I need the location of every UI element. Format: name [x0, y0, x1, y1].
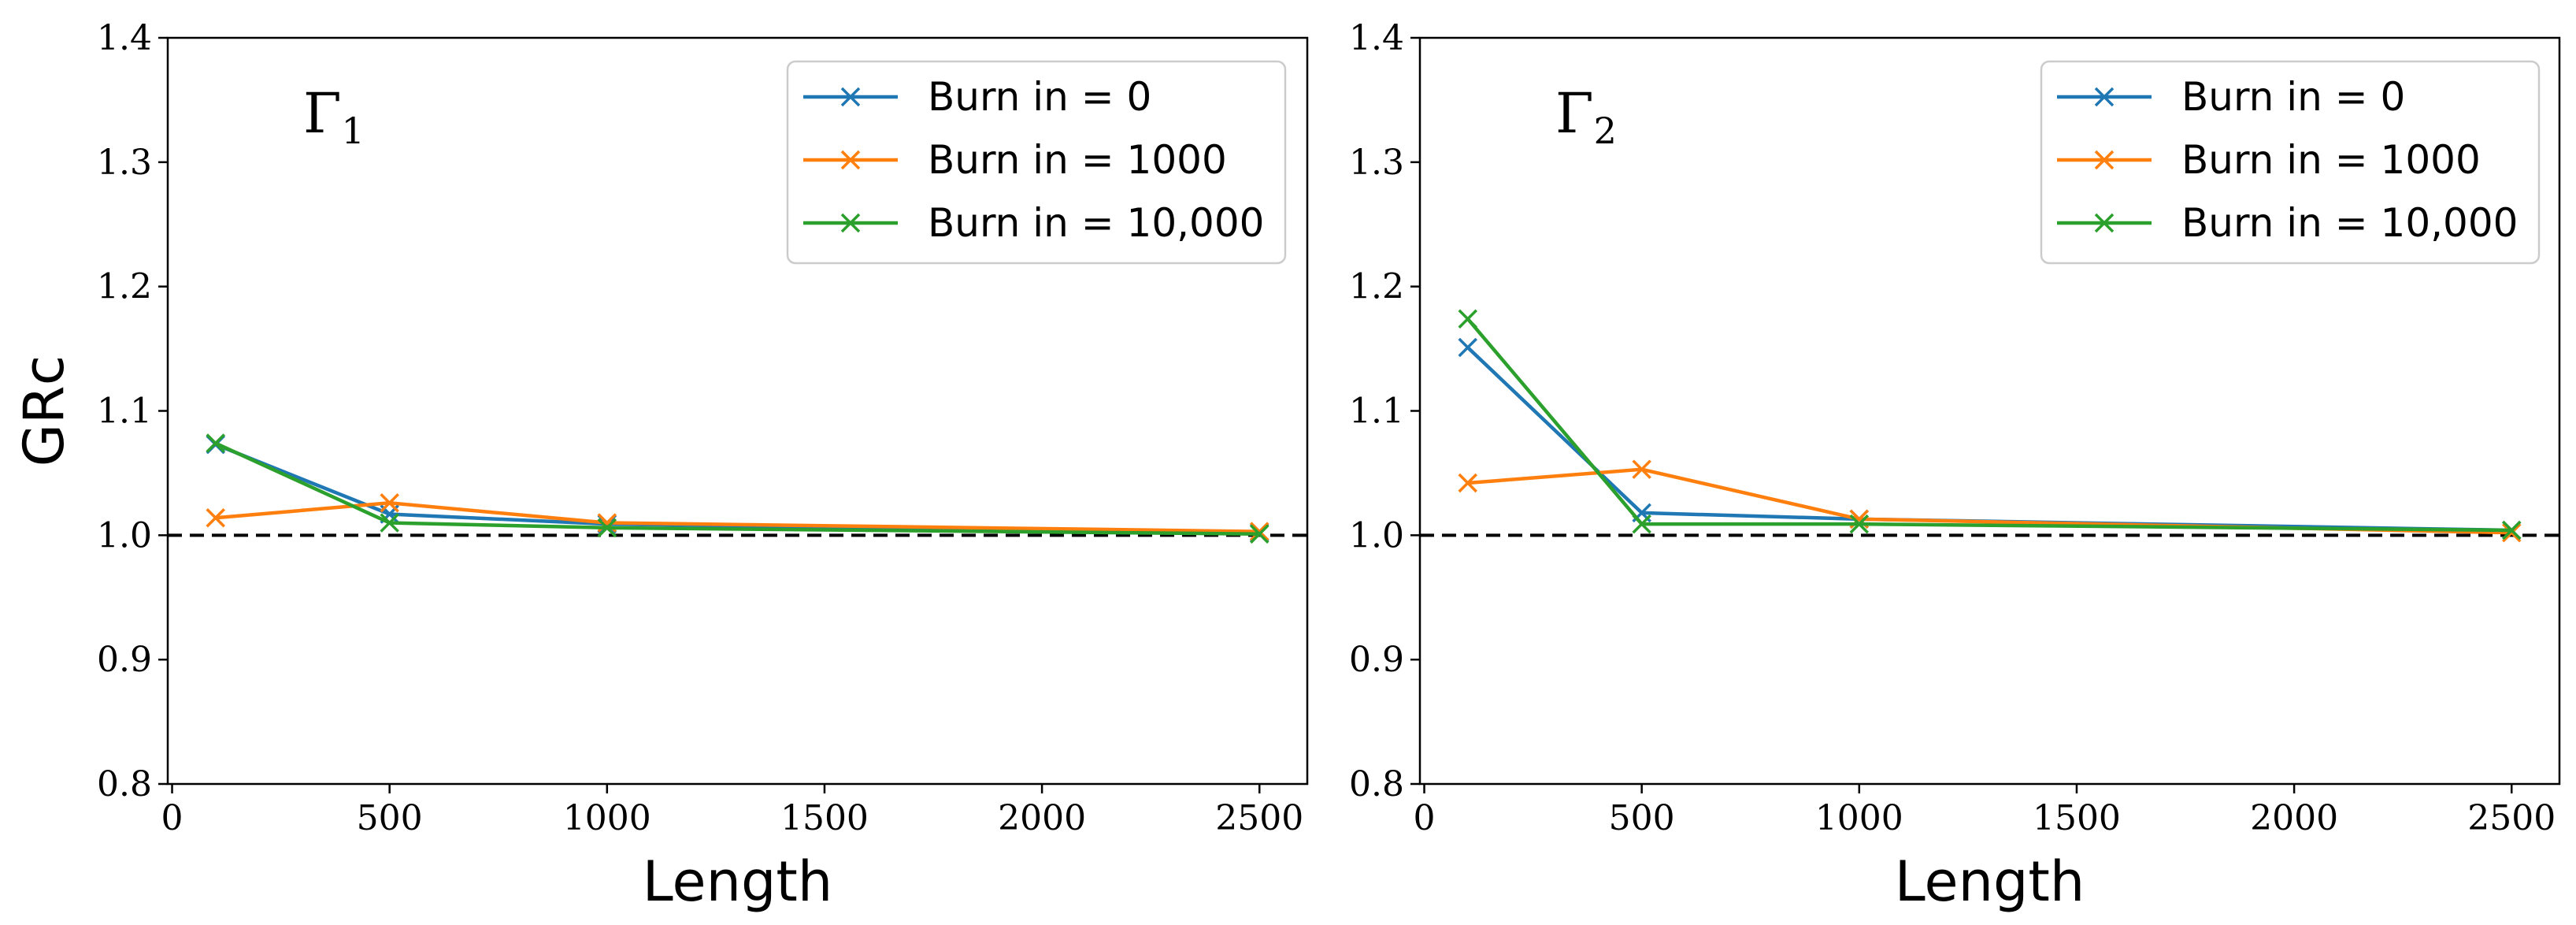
data-point-stroke: [1458, 309, 1477, 329]
y-tick-label: 0.9: [97, 640, 152, 680]
data-point: [206, 507, 225, 528]
legend: Burn in = 0 Burn in = 1000 Burn in = 10,00…: [786, 60, 1287, 265]
x-tick-label: 2000: [2250, 798, 2338, 838]
data-point: [1250, 522, 1269, 541]
x-tick-label: 2000: [998, 798, 1086, 838]
legend-marker: [2094, 213, 2115, 233]
x-tick-label: 1500: [780, 798, 869, 838]
legend-box: [2040, 60, 2541, 265]
y-tick-label: 1.2: [97, 267, 152, 307]
x-axis-title: Length: [643, 849, 832, 914]
data-point: [1458, 473, 1477, 493]
annotation-symbol: Γ: [303, 81, 342, 146]
panel-annotation: Γ2: [1555, 81, 1617, 152]
data-point-stroke: [380, 493, 399, 513]
data-point: [2502, 520, 2522, 541]
legend-label: Burn in = 0: [2181, 74, 2405, 120]
data-point-stroke: [206, 507, 225, 528]
data-point: [206, 433, 225, 453]
legend-label: Burn in = 10,000: [2181, 200, 2518, 246]
y-tick-label: 1.0: [97, 515, 152, 555]
data-point: [380, 513, 399, 533]
data-point: [1632, 459, 1651, 479]
annotation-subscript: 1: [342, 110, 365, 152]
data-point-stroke: [380, 513, 399, 533]
data-point-stroke: [2502, 520, 2522, 541]
data-point: [1458, 309, 1477, 329]
x-tick-label: 0: [161, 798, 183, 838]
data-point-stroke: [1632, 459, 1651, 479]
x-tick-label: 2500: [1215, 798, 1303, 838]
legend-label: Burn in = 10,000: [928, 200, 1264, 246]
chart-panel-2: 0.8 0.9 1.0 1.1 1.2 1.3 1.4 0 500 1000 1500 2000 250…: [1349, 18, 2561, 914]
data-point: [597, 518, 617, 538]
series-line-1: [214, 443, 1260, 535]
data-point-stroke: [597, 518, 617, 538]
x-tick-label: 1500: [2033, 798, 2121, 838]
annotation-symbol: Γ: [1555, 81, 1594, 146]
data-point-stroke: [1632, 514, 1651, 534]
data-point-stroke: [206, 433, 225, 453]
x-tick-label: 0: [1414, 798, 1436, 838]
y-tick-label: 1.2: [1349, 267, 1404, 307]
y-tick-label: 0.9: [1349, 640, 1404, 680]
data-point: [1458, 337, 1477, 358]
legend-marker: [2094, 150, 2115, 170]
y-tick-label: 1.1: [97, 392, 152, 432]
y-tick-label: 0.8: [1349, 764, 1404, 804]
legend-marker: [840, 87, 861, 107]
data-point-stroke: [1250, 524, 1269, 544]
data-point: [2502, 522, 2522, 543]
x-tick-label: 500: [1609, 798, 1675, 838]
y-tick-label: 0.8: [97, 764, 152, 804]
series-line-3: [214, 441, 1260, 537]
data-point-stroke: [1458, 337, 1477, 358]
y-tick-label: 1.4: [97, 18, 152, 58]
y-tick-label: 1.3: [1349, 143, 1404, 183]
series-line-2: [215, 501, 1260, 533]
x-tick-label: 1000: [563, 798, 651, 838]
legend-label: Burn in = 0: [928, 74, 1151, 120]
data-point-stroke: [2502, 522, 2522, 543]
chart-panel-1: 0.8 0.9 1.0 1.1 1.2 1.3 1.4 0 500 1000 1500 2000 250…: [12, 18, 1309, 914]
panel-annotation: Γ1: [303, 81, 365, 152]
data-point: [380, 493, 399, 513]
x-tick-label: 1000: [1815, 798, 1903, 838]
legend-marker: [2094, 87, 2115, 107]
legend: Burn in = 0 Burn in = 1000 Burn in = 10,00…: [2040, 60, 2541, 265]
data-point-stroke: [1849, 514, 1870, 534]
data-point-stroke: [1458, 473, 1477, 493]
y-axis-title: GRc: [12, 355, 76, 466]
x-tick-label: 500: [357, 798, 423, 838]
data-point: [1849, 514, 1870, 534]
legend-marker: [840, 213, 861, 233]
annotation-subscript: 2: [1594, 110, 1617, 152]
legend-label: Burn in = 1000: [2181, 137, 2481, 183]
y-tick-label: 1.0: [1349, 515, 1404, 555]
data-point: [1250, 524, 1269, 544]
legend-box: [786, 60, 1287, 265]
legend-marker: [840, 150, 861, 170]
x-tick-label: 2500: [2467, 798, 2556, 838]
series-line-3: [1466, 318, 2512, 533]
y-tick-label: 1.4: [1349, 18, 1404, 58]
y-tick-label: 1.1: [1349, 392, 1404, 432]
y-tick-label: 1.3: [97, 143, 152, 183]
data-point: [1632, 514, 1651, 534]
x-axis-title: Length: [1895, 849, 2085, 914]
legend-label: Burn in = 1000: [928, 137, 1227, 183]
data-point-stroke: [1250, 522, 1269, 541]
